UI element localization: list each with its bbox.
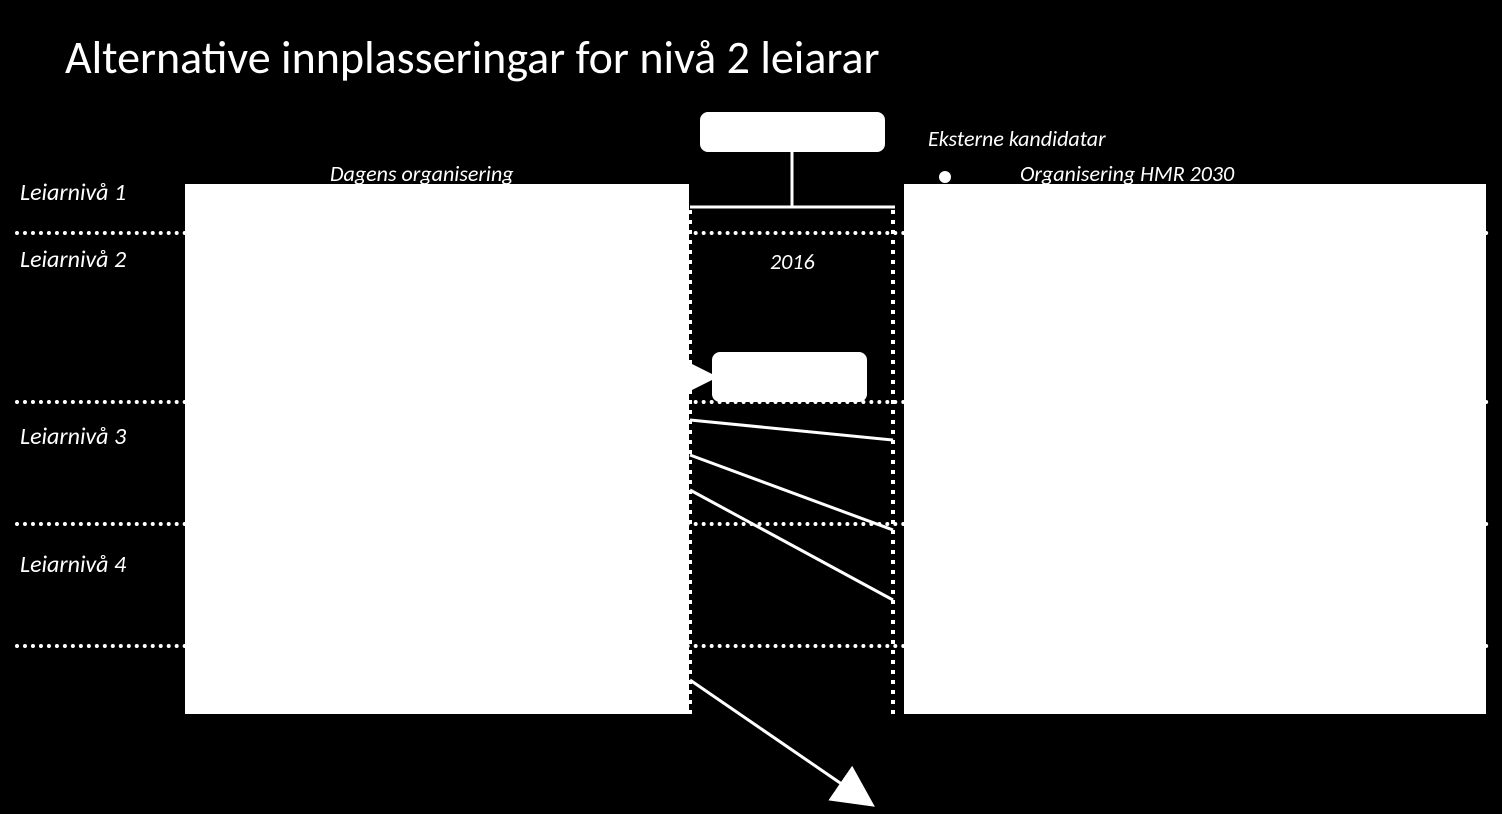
level-1-label: Leiarnivå 1: [20, 178, 126, 207]
level-4-label: Leiarnivå 4: [20, 550, 126, 579]
dotted-line-3: [15, 522, 1490, 526]
left-column-label: Dagens organisering: [330, 160, 514, 187]
left-org-panel: [185, 184, 689, 714]
mid-process-box: [712, 352, 867, 402]
top-process-box: [700, 112, 885, 152]
level-2-label: Leiarnivå 2: [20, 245, 126, 274]
level-3-label: Leiarnivå 3: [20, 422, 126, 451]
right-column-label: Organisering HMR 2030: [1020, 160, 1234, 187]
external-label: Eksterne kandidatar: [928, 125, 1106, 152]
right-org-panel: [904, 184, 1486, 714]
dotted-line-4: [15, 644, 1490, 648]
dotted-line-1: [15, 231, 1490, 235]
year-label: 2016: [770, 248, 815, 275]
slide-title: Alternative innplasseringar for nivå 2 l…: [65, 30, 880, 86]
